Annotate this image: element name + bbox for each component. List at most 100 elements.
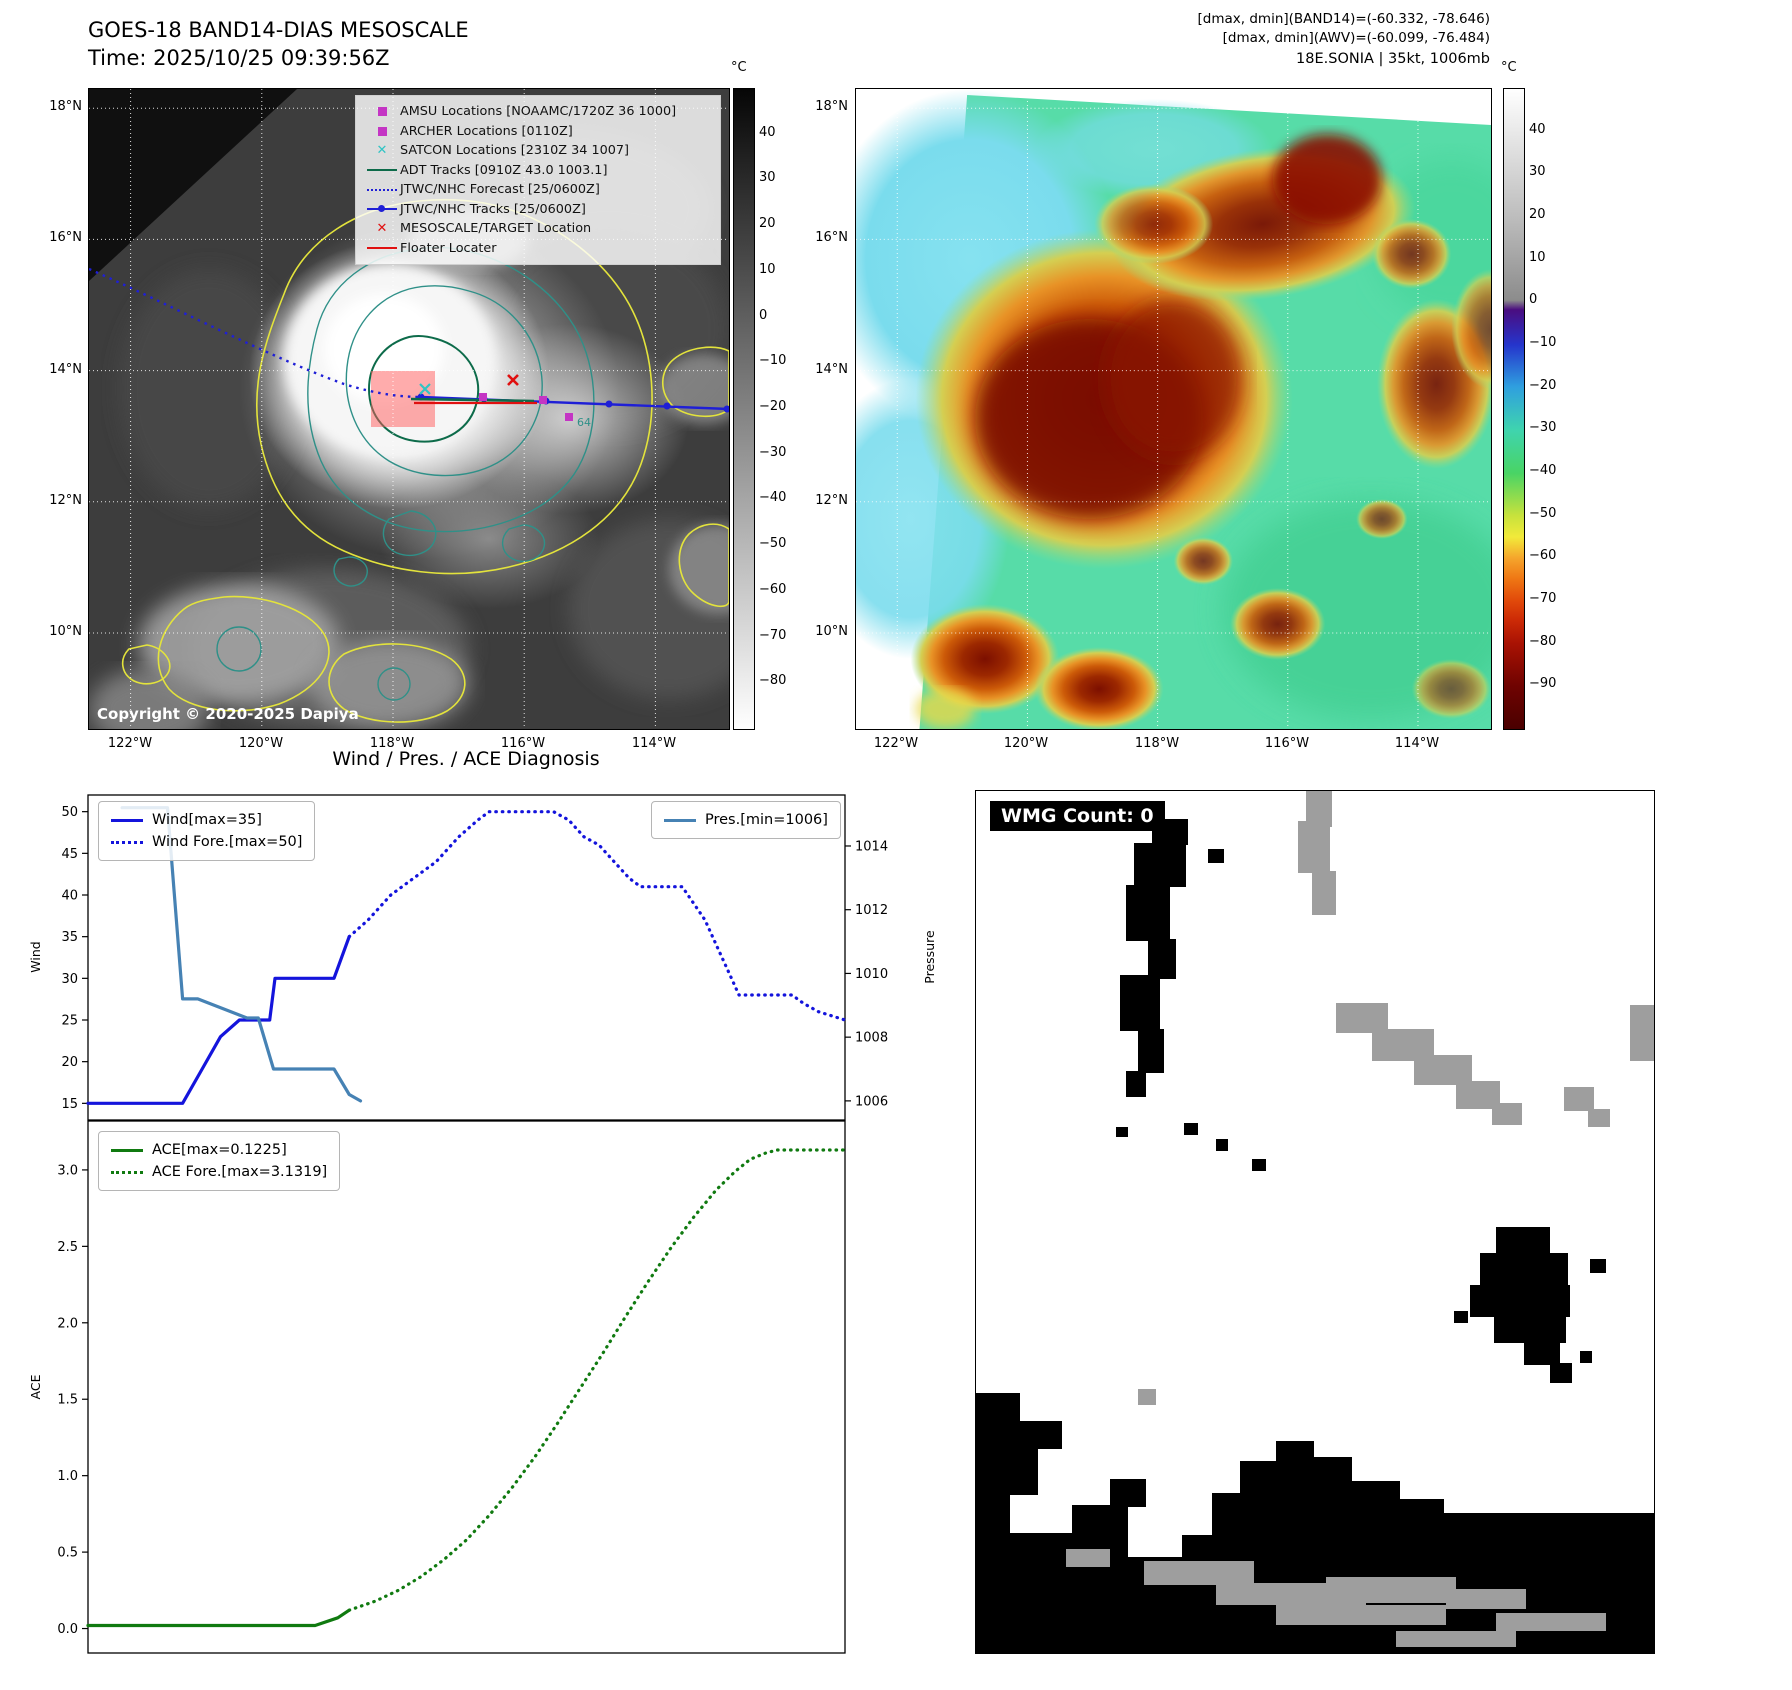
awv-satellite-image xyxy=(811,89,1531,731)
wind-axis-label: Wind xyxy=(28,941,43,972)
colorbar-tick: −60 xyxy=(759,581,787,597)
colorbar-tick: 20 xyxy=(1529,207,1546,222)
colorbar-tick: −90 xyxy=(1529,676,1557,692)
colorbar-tick: 30 xyxy=(759,170,776,186)
forecast-dotted-line-icon xyxy=(364,188,400,191)
colorbar-tick: −10 xyxy=(759,353,787,369)
colorbar-tick: 30 xyxy=(1529,164,1546,180)
colorbar-tick: −50 xyxy=(1529,505,1557,521)
colorbar-tick: 0 xyxy=(1529,292,1538,308)
archer-marker-icon xyxy=(364,126,400,136)
svg-text:1014: 1014 xyxy=(855,839,888,854)
legend-item: JTWC/NHC Forecast [25/0600Z] xyxy=(364,180,712,200)
svg-text:2.0: 2.0 xyxy=(57,1316,78,1331)
contour-value-label: 64 xyxy=(577,416,591,429)
wmg-black-blob-upper xyxy=(1116,819,1266,1171)
lon-tick: 114°W xyxy=(1394,736,1440,751)
ace-forecast-line-icon xyxy=(111,1170,143,1174)
svg-text:1012: 1012 xyxy=(855,903,888,918)
awv-colorbar xyxy=(1503,88,1525,730)
wmg-gray-patches xyxy=(1066,791,1654,1647)
legend-item: Wind Fore.[max=50] xyxy=(111,831,302,853)
legend-item: ADT Tracks [0910Z 43.0 1003.1] xyxy=(364,161,712,181)
colorbar-tick: −50 xyxy=(759,536,787,552)
svg-text:1006: 1006 xyxy=(855,1094,888,1109)
ace-line-icon xyxy=(111,1148,143,1152)
colorbar-tick: −40 xyxy=(1529,463,1557,478)
svg-text:40: 40 xyxy=(61,889,78,904)
lon-tick: 118°W xyxy=(1134,736,1180,751)
ace-legend: ACE[max=0.1225] ACE Fore.[max=3.1319] xyxy=(98,1131,341,1191)
lon-tick: 120°W xyxy=(1003,736,1049,751)
svg-text:3.0: 3.0 xyxy=(57,1163,78,1178)
svg-text:35: 35 xyxy=(61,930,78,945)
lat-tick: 12°N xyxy=(49,493,82,508)
amsu-marker-icon xyxy=(364,107,400,117)
band14-title: GOES-18 BAND14-DIAS MESOSCALE xyxy=(88,18,469,42)
satcon-marker-icon: ✕ xyxy=(376,142,388,158)
awv-map xyxy=(811,88,1531,731)
pressure-line-icon xyxy=(664,818,696,822)
wind-line-icon xyxy=(111,818,143,822)
svg-text:2.5: 2.5 xyxy=(57,1240,78,1255)
awv-dmax-awv: [dmax, dmin](AWV)=(-60.099, -76.484) xyxy=(1222,30,1490,46)
colorbar-tick: −20 xyxy=(1529,377,1557,393)
colorbar-tick: −70 xyxy=(1529,591,1557,606)
colorbar-tick: 40 xyxy=(1529,121,1546,137)
colorbar-tick: 0 xyxy=(759,307,768,323)
wmg-mask-image xyxy=(976,791,1654,1653)
lon-tick: 116°W xyxy=(1264,736,1310,751)
lon-tick: 116°W xyxy=(500,736,546,751)
lat-tick: 12°N xyxy=(815,493,848,508)
band14-colorbar xyxy=(733,88,755,730)
colorbar-tick: 10 xyxy=(1529,249,1546,265)
colorbar-tick: −80 xyxy=(1529,633,1557,649)
band14-legend: AMSU Locations [NOAAMC/1720Z 36 1000] AR… xyxy=(355,95,721,265)
legend-item: ACE Fore.[max=3.1319] xyxy=(111,1161,327,1183)
pressure-axis-label: Pressure xyxy=(922,930,937,984)
wmg-black-blob-right xyxy=(1454,1227,1606,1383)
svg-text:0.0: 0.0 xyxy=(57,1622,78,1637)
band14-map: 64 AMSU Locations [NOAAMC/1720Z 36 1000]… xyxy=(88,88,769,749)
diagnosis-title: Wind / Pres. / ACE Diagnosis xyxy=(332,748,600,770)
lon-tick: 122°W xyxy=(107,736,153,751)
amsu-archer-markers xyxy=(479,393,573,421)
svg-text:0.5: 0.5 xyxy=(57,1546,78,1561)
legend-item: Floater Locater xyxy=(364,239,712,259)
ace-axis-label: ACE xyxy=(28,1374,43,1399)
jtwc-forecast-track xyxy=(88,267,422,399)
target-x-icon: ✕ xyxy=(376,220,388,236)
ace-chart: ACE 0.0 0.5 1.0 1.5 2.0 2.5 3.0 xyxy=(28,1120,847,1654)
colorbar-tick: −30 xyxy=(759,444,787,460)
wind-forecast-line-icon xyxy=(111,840,143,844)
legend-item: Wind[max=35] xyxy=(111,809,302,831)
track-line-dot-icon xyxy=(364,205,400,213)
svg-text:25: 25 xyxy=(61,1014,78,1029)
colorbar-tick: 40 xyxy=(759,124,776,140)
band14-subtitle: Time: 2025/10/25 09:39:56Z xyxy=(88,46,390,70)
legend-item: AMSU Locations [NOAAMC/1720Z 36 1000] xyxy=(364,102,712,122)
teal-contours xyxy=(216,246,595,701)
lon-tick: 122°W xyxy=(873,736,919,751)
awv-title-block: [dmax, dmin](BAND14)=(-60.332, -78.646) … xyxy=(900,10,1490,69)
legend-item: ✕ MESOSCALE/TARGET Location xyxy=(364,219,712,239)
wmg-count-label: WMG Count: 0 xyxy=(990,801,1165,831)
lat-tick: 14°N xyxy=(49,362,82,377)
legend-item: ARCHER Locations [0110Z] xyxy=(364,122,712,142)
colorbar-unit: °C xyxy=(1501,60,1517,75)
colorbar-tick: 10 xyxy=(759,261,776,277)
storm-id-label: 18E.SONIA | 35kt, 1006mb xyxy=(1296,51,1490,67)
colorbar-tick: −60 xyxy=(1529,548,1557,564)
svg-text:1.0: 1.0 xyxy=(57,1469,78,1484)
colorbar-tick: −30 xyxy=(1529,420,1557,436)
adt-track xyxy=(410,397,535,403)
lat-tick: 16°N xyxy=(49,230,82,245)
lon-tick: 114°W xyxy=(631,736,677,751)
lat-tick: 14°N xyxy=(815,362,848,377)
lat-tick: 10°N xyxy=(815,624,848,639)
legend-item: ✕ SATCON Locations [2310Z 34 1007] xyxy=(364,141,712,161)
colorbar-tick: −70 xyxy=(759,627,787,643)
lat-tick: 16°N xyxy=(815,230,848,245)
wind-legend: Wind[max=35] Wind Fore.[max=50] xyxy=(98,801,316,861)
